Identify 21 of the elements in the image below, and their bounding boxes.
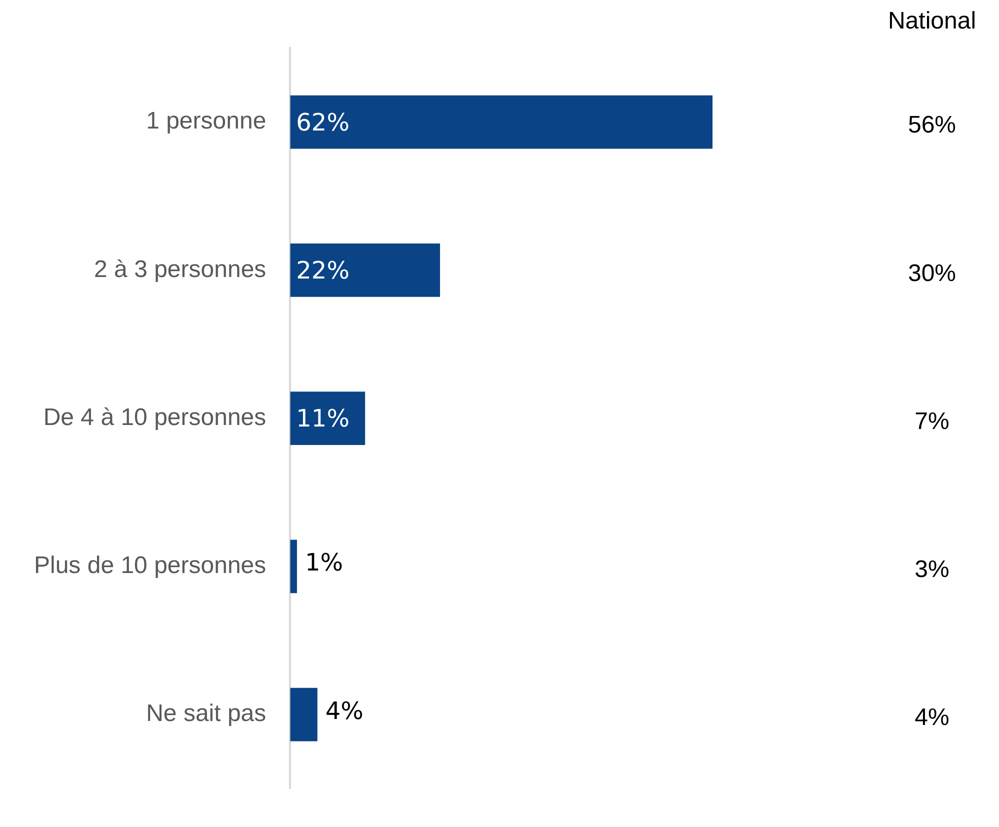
bar [290, 95, 713, 149]
text: National [888, 8, 976, 35]
y-tick-label: Plus de 10 personnes [34, 552, 266, 580]
y-tick-label: Ne sait pas [146, 700, 266, 728]
bar [290, 392, 366, 445]
text: 56% [908, 112, 956, 139]
bar [290, 244, 440, 297]
bar [290, 540, 297, 594]
data-label: 11% [296, 404, 350, 433]
data-label: 62% [296, 108, 350, 136]
data-label: 22% [296, 256, 350, 284]
text: 3% [914, 556, 950, 584]
bar [290, 688, 318, 742]
text: 7% [914, 408, 950, 435]
data-label: 4% [325, 696, 364, 725]
y-tick-label: 2 à 3 personnes [94, 256, 266, 283]
y-tick-label: 1 personne [146, 108, 266, 135]
data-label: 1% [304, 548, 344, 577]
y-tick-label: De 4 à 10 personnes [43, 404, 266, 431]
text: 4% [914, 704, 950, 732]
text: 30% [908, 260, 956, 287]
